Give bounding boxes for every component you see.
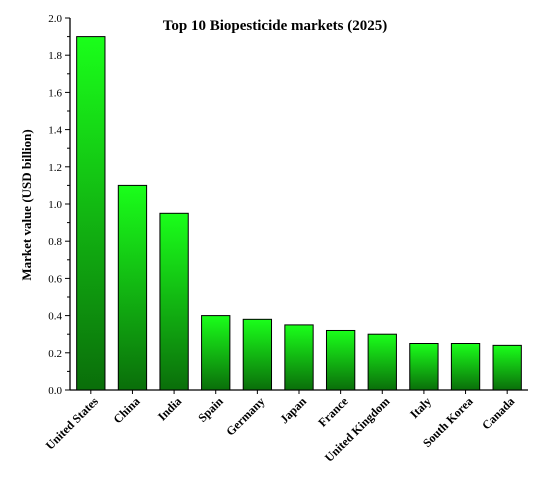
y-tick-label: 1.4	[48, 125, 62, 137]
y-tick-label: 0.4	[48, 311, 62, 323]
bar-germany	[242, 318, 273, 391]
x-tick-label: France	[315, 394, 351, 430]
y-tick-label: 2.0	[48, 13, 62, 25]
x-tick-label: India	[155, 394, 184, 423]
y-axis-label: Market value (USD billion)	[19, 129, 34, 280]
y-tick-label: 1.2	[48, 162, 62, 174]
bar-italy	[409, 343, 439, 391]
y-ticks: 0.0 0.2 0.4 0.6 0.8 1.0 1.2 1.4 1.6 1.8 2.0	[48, 13, 70, 397]
bar-canada	[492, 344, 522, 391]
x-tick-label: Japan	[277, 394, 309, 426]
x-tick-label: Italy	[407, 394, 434, 421]
y-tick-label: 1.0	[48, 199, 62, 211]
chart-title: Top 10 Biopesticide markets (2025)	[163, 18, 387, 34]
bar-india	[159, 212, 189, 391]
x-tick-label: United States	[43, 394, 101, 452]
x-tick-label: Germany	[223, 394, 267, 438]
bar-united-kingdom	[367, 333, 397, 391]
bar-japan	[284, 324, 314, 391]
y-tick-label: 0.0	[48, 385, 62, 397]
y-tick-label: 0.2	[48, 348, 62, 360]
bar-south-korea	[450, 343, 481, 391]
bar-china	[117, 184, 148, 391]
bar-france	[325, 329, 356, 391]
x-tick-label: China	[111, 394, 143, 426]
bars	[76, 36, 522, 394]
bar-spain	[201, 315, 231, 391]
x-tick-label: Spain	[195, 394, 226, 425]
y-tick-label: 0.8	[48, 236, 62, 248]
x-tick-label: Canada	[479, 394, 517, 432]
y-tick-label: 0.6	[48, 273, 62, 285]
y-tick-label: 1.8	[48, 50, 62, 62]
y-tick-label: 1.6	[48, 87, 62, 99]
bar-united-states	[76, 36, 106, 391]
